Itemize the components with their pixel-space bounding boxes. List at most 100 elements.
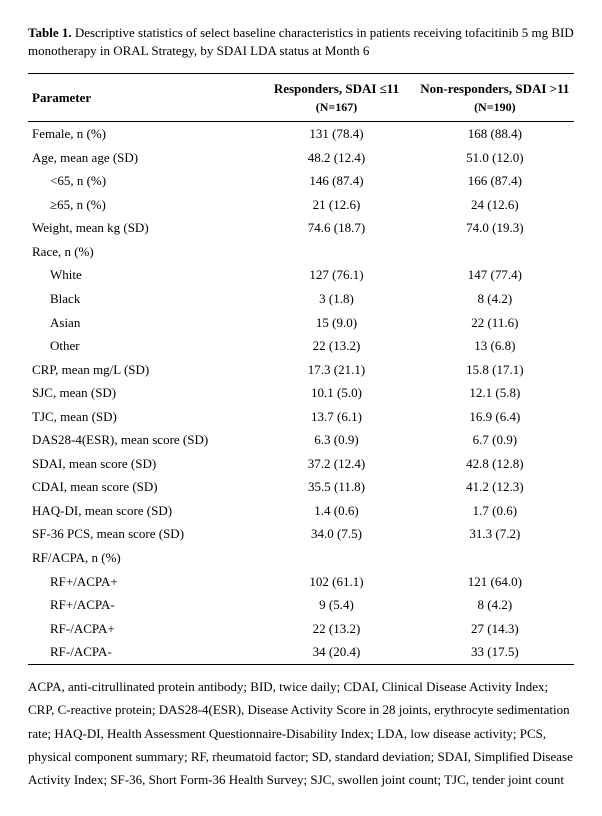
param-cell: DAS28-4(ESR), mean score (SD) (28, 428, 257, 452)
nonresponders-cell: 24 (12.6) (416, 193, 574, 217)
param-cell: RF/ACPA, n (%) (28, 546, 257, 570)
param-cell: Age, mean age (SD) (28, 146, 257, 170)
table-row: CDAI, mean score (SD)35.5 (11.8)41.2 (12… (28, 475, 574, 499)
table-row: Other22 (13.2)13 (6.8) (28, 334, 574, 358)
param-cell: SF-36 PCS, mean score (SD) (28, 522, 257, 546)
table-label: Table 1. (28, 25, 72, 40)
param-cell: Other (28, 334, 257, 358)
table-title-text: Descriptive statistics of select baselin… (28, 25, 574, 58)
param-cell: RF-/ACPA+ (28, 617, 257, 641)
nonresponders-cell: 1.7 (0.6) (416, 499, 574, 523)
responders-cell: 34 (20.4) (257, 640, 415, 664)
responders-cell: 3 (1.8) (257, 287, 415, 311)
responders-cell: 1.4 (0.6) (257, 499, 415, 523)
table-row: Asian15 (9.0)22 (11.6) (28, 311, 574, 335)
responders-cell: 146 (87.4) (257, 169, 415, 193)
responders-cell: 13.7 (6.1) (257, 405, 415, 429)
responders-cell: 22 (13.2) (257, 334, 415, 358)
table-row: Black3 (1.8)8 (4.2) (28, 287, 574, 311)
table-row: Race, n (%) (28, 240, 574, 264)
stats-table: Parameter Responders, SDAI ≤11 (N=167) N… (28, 73, 574, 665)
nonresponders-cell: 13 (6.8) (416, 334, 574, 358)
nonresponders-cell: 166 (87.4) (416, 169, 574, 193)
table-row: CRP, mean mg/L (SD)17.3 (21.1)15.8 (17.1… (28, 358, 574, 382)
param-cell: HAQ-DI, mean score (SD) (28, 499, 257, 523)
table-row: HAQ-DI, mean score (SD)1.4 (0.6)1.7 (0.6… (28, 499, 574, 523)
nonresponders-cell: 33 (17.5) (416, 640, 574, 664)
param-cell: Race, n (%) (28, 240, 257, 264)
nonresponders-cell: 8 (4.2) (416, 593, 574, 617)
param-cell: RF+/ACPA+ (28, 570, 257, 594)
param-cell: White (28, 263, 257, 287)
responders-cell: 6.3 (0.9) (257, 428, 415, 452)
table-row: RF+/ACPA-9 (5.4)8 (4.2) (28, 593, 574, 617)
param-cell: Black (28, 287, 257, 311)
responders-cell: 131 (78.4) (257, 122, 415, 146)
nonresponders-cell: 15.8 (17.1) (416, 358, 574, 382)
nonresponders-cell: 12.1 (5.8) (416, 381, 574, 405)
nonresponders-cell: 41.2 (12.3) (416, 475, 574, 499)
table-footnote: ACPA, anti-citrullinated protein antibod… (28, 675, 574, 792)
nonresponders-cell: 16.9 (6.4) (416, 405, 574, 429)
table-row: RF/ACPA, n (%) (28, 546, 574, 570)
responders-cell: 10.1 (5.0) (257, 381, 415, 405)
nonresponders-cell: 168 (88.4) (416, 122, 574, 146)
responders-cell: 21 (12.6) (257, 193, 415, 217)
table-row: TJC, mean (SD)13.7 (6.1)16.9 (6.4) (28, 405, 574, 429)
nonresponders-cell: 8 (4.2) (416, 287, 574, 311)
param-cell: CRP, mean mg/L (SD) (28, 358, 257, 382)
param-cell: RF+/ACPA- (28, 593, 257, 617)
param-cell: RF-/ACPA- (28, 640, 257, 664)
responders-cell: 102 (61.1) (257, 570, 415, 594)
nonresponders-cell: 31.3 (7.2) (416, 522, 574, 546)
col-responders: Responders, SDAI ≤11 (N=167) (257, 74, 415, 122)
table-row: SJC, mean (SD)10.1 (5.0)12.1 (5.8) (28, 381, 574, 405)
table-row: <65, n (%)146 (87.4)166 (87.4) (28, 169, 574, 193)
table-row: DAS28-4(ESR), mean score (SD)6.3 (0.9)6.… (28, 428, 574, 452)
param-cell: CDAI, mean score (SD) (28, 475, 257, 499)
col-parameter: Parameter (28, 74, 257, 122)
responders-cell: 74.6 (18.7) (257, 216, 415, 240)
responders-cell: 15 (9.0) (257, 311, 415, 335)
nonresponders-cell: 22 (11.6) (416, 311, 574, 335)
table-row: Age, mean age (SD)48.2 (12.4)51.0 (12.0) (28, 146, 574, 170)
param-cell: ≥65, n (%) (28, 193, 257, 217)
responders-cell: 17.3 (21.1) (257, 358, 415, 382)
param-cell: <65, n (%) (28, 169, 257, 193)
nonresponders-cell (416, 240, 574, 264)
nonresponders-cell: 6.7 (0.9) (416, 428, 574, 452)
nonresponders-cell: 147 (77.4) (416, 263, 574, 287)
nonresponders-cell: 74.0 (19.3) (416, 216, 574, 240)
param-cell: Weight, mean kg (SD) (28, 216, 257, 240)
nonresponders-cell (416, 546, 574, 570)
nonresponders-cell: 42.8 (12.8) (416, 452, 574, 476)
table-row: RF-/ACPA-34 (20.4)33 (17.5) (28, 640, 574, 664)
table-row: Female, n (%)131 (78.4)168 (88.4) (28, 122, 574, 146)
param-cell: SJC, mean (SD) (28, 381, 257, 405)
responders-cell: 48.2 (12.4) (257, 146, 415, 170)
table-caption: Table 1. Descriptive statistics of selec… (28, 24, 574, 59)
responders-cell: 22 (13.2) (257, 617, 415, 641)
table-row: White127 (76.1)147 (77.4) (28, 263, 574, 287)
nonresponders-cell: 27 (14.3) (416, 617, 574, 641)
responders-cell: 34.0 (7.5) (257, 522, 415, 546)
table-row: Weight, mean kg (SD)74.6 (18.7)74.0 (19.… (28, 216, 574, 240)
responders-cell: 127 (76.1) (257, 263, 415, 287)
table-row: SDAI, mean score (SD)37.2 (12.4)42.8 (12… (28, 452, 574, 476)
nonresponders-cell: 121 (64.0) (416, 570, 574, 594)
responders-cell: 9 (5.4) (257, 593, 415, 617)
param-cell: SDAI, mean score (SD) (28, 452, 257, 476)
responders-cell: 37.2 (12.4) (257, 452, 415, 476)
table-row: RF-/ACPA+22 (13.2)27 (14.3) (28, 617, 574, 641)
table-row: ≥65, n (%)21 (12.6)24 (12.6) (28, 193, 574, 217)
table-row: RF+/ACPA+102 (61.1)121 (64.0) (28, 570, 574, 594)
responders-cell: 35.5 (11.8) (257, 475, 415, 499)
param-cell: Female, n (%) (28, 122, 257, 146)
table-row: SF-36 PCS, mean score (SD)34.0 (7.5)31.3… (28, 522, 574, 546)
responders-cell (257, 240, 415, 264)
param-cell: TJC, mean (SD) (28, 405, 257, 429)
nonresponders-cell: 51.0 (12.0) (416, 146, 574, 170)
responders-cell (257, 546, 415, 570)
col-nonresponders: Non-responders, SDAI >11 (N=190) (416, 74, 574, 122)
param-cell: Asian (28, 311, 257, 335)
